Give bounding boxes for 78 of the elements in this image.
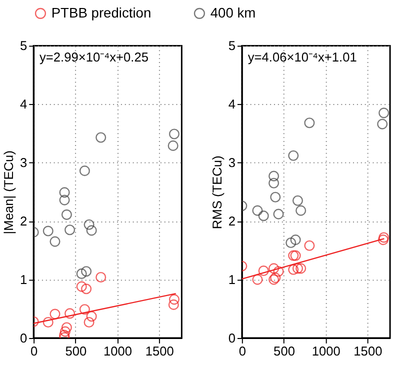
- annotation: y=4.06×10⁻⁴x+1.01: [248, 50, 357, 65]
- y-tick-label: 1: [20, 272, 28, 287]
- point: [292, 263, 304, 274]
- point: [60, 326, 70, 337]
- point: [273, 208, 284, 220]
- y-tick-label: 2: [20, 214, 28, 229]
- point: [81, 284, 92, 294]
- point: [258, 210, 269, 222]
- point: [168, 140, 178, 151]
- point: [252, 274, 263, 285]
- point: [64, 308, 76, 319]
- point: [304, 118, 315, 128]
- annotation: y=2.99×10⁻⁴x+0.25: [39, 50, 149, 65]
- point: [252, 205, 263, 216]
- x-tick-label: 0: [238, 343, 246, 358]
- y-tick-label: 3: [228, 155, 236, 170]
- x-tick-label: 0: [30, 343, 38, 358]
- point: [59, 330, 70, 338]
- point: [76, 281, 87, 292]
- point: [168, 299, 179, 310]
- point: [286, 237, 296, 248]
- point: [270, 192, 281, 202]
- point: [378, 232, 390, 243]
- point: [378, 234, 389, 246]
- y-tick-label: 3: [20, 155, 28, 170]
- point: [61, 209, 72, 220]
- point: [273, 266, 284, 277]
- point: [86, 311, 97, 322]
- y-tick-label: 0: [228, 330, 236, 346]
- point: [268, 263, 280, 274]
- point: [268, 178, 280, 188]
- point: [304, 240, 315, 251]
- point: [76, 268, 87, 279]
- point: [96, 272, 106, 282]
- point: [288, 150, 299, 161]
- legend-label: 400 km: [210, 4, 256, 20]
- x-tick-label: 1000: [312, 343, 340, 358]
- legend-label: PTBB prediction: [51, 4, 152, 20]
- y-tick-label: 1: [228, 272, 236, 287]
- point: [59, 187, 70, 198]
- y-axis-title: RMS (TECu): [209, 156, 224, 230]
- x-tick-label: 1000: [103, 343, 132, 358]
- point: [61, 322, 72, 333]
- point: [50, 236, 60, 247]
- y-axis-title: |Mean| (TECu): [1, 150, 16, 234]
- point: [292, 195, 304, 206]
- y-tick-label: 4: [228, 96, 236, 112]
- point: [84, 316, 94, 328]
- point: [81, 266, 92, 277]
- y-tick-label: 2: [228, 214, 236, 229]
- point: [50, 308, 60, 320]
- point: [79, 166, 90, 176]
- y-tick-label: 5: [228, 38, 236, 54]
- x-tick-label: 1500: [145, 343, 174, 358]
- y-tick-label: 5: [20, 38, 28, 54]
- point: [296, 263, 306, 274]
- y-tick-label: 0: [20, 330, 28, 346]
- point: [59, 194, 70, 206]
- point: [42, 226, 54, 236]
- point: [42, 316, 54, 328]
- point: [258, 266, 269, 276]
- x-tick-label: 1500: [354, 343, 382, 358]
- point: [168, 128, 180, 140]
- point: [64, 224, 76, 236]
- x-tick-label: 500: [274, 343, 295, 358]
- point: [296, 205, 306, 216]
- point: [86, 225, 97, 236]
- point: [378, 108, 390, 118]
- point: [288, 264, 299, 275]
- point: [79, 304, 90, 315]
- point: [84, 219, 94, 230]
- point: [168, 294, 180, 305]
- point: [268, 170, 280, 182]
- point: [290, 234, 301, 246]
- y-tick-label: 4: [20, 96, 28, 112]
- point: [377, 118, 388, 130]
- point: [96, 132, 106, 143]
- x-tick-label: 500: [65, 343, 87, 358]
